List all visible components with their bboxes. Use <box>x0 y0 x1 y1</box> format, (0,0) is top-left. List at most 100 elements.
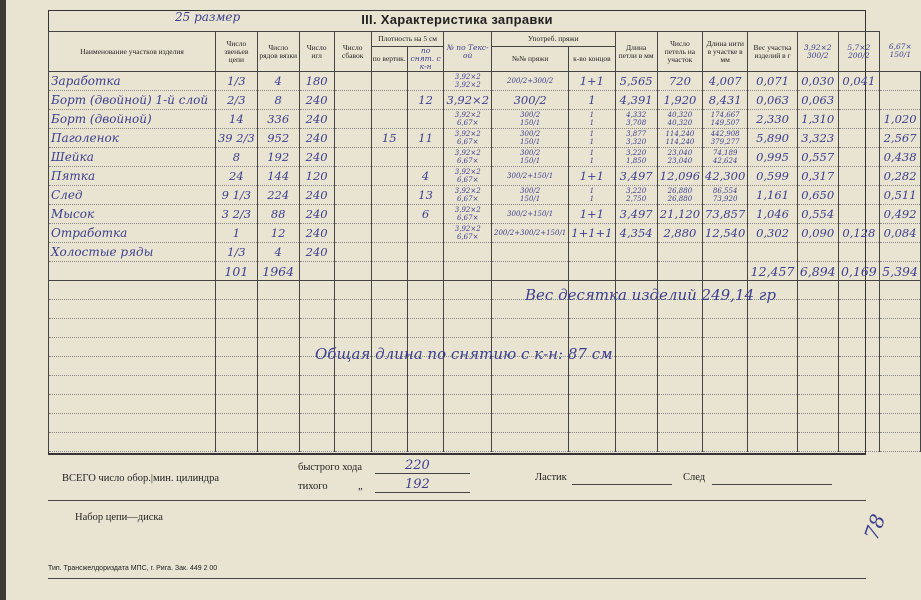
cell-line: 150/1 <box>889 50 912 60</box>
table-cell: 15 <box>370 128 408 148</box>
table-cell <box>333 375 372 395</box>
table-cell <box>837 147 881 167</box>
table-cell <box>406 337 445 357</box>
table-cell <box>48 299 216 319</box>
table-cell <box>333 204 372 224</box>
layout: Наименование участков изделия Число звен… <box>48 31 921 72</box>
table-cell <box>370 71 408 91</box>
table-cell <box>656 413 704 433</box>
table-cell: 0,511 <box>879 185 921 205</box>
cell-line: 23,040 <box>667 157 693 165</box>
table-cell: 1,020 <box>879 109 921 129</box>
table-cell: 300/2 <box>491 90 570 110</box>
table-cell <box>568 261 616 281</box>
table-cell <box>298 299 335 319</box>
table-cell: 240 <box>298 185 335 205</box>
table-cell <box>656 318 704 338</box>
table-cell <box>614 432 658 452</box>
table-cell <box>370 375 408 395</box>
cell-line: 3,92×2 <box>454 206 481 214</box>
header-cell: Число звеньев цепи <box>214 31 258 72</box>
table-cell <box>491 242 570 262</box>
table-cell <box>256 318 300 338</box>
cell-line: 26,880 <box>667 187 693 195</box>
table-cell: 0,071 <box>747 71 798 91</box>
cell-line: 6,67× <box>457 157 479 165</box>
table-cell <box>747 394 798 414</box>
table-cell: 300/2 150/1 <box>491 109 570 129</box>
table-cell <box>879 90 921 110</box>
table-cell: 0,084 <box>879 223 921 243</box>
table-cell <box>614 375 658 395</box>
table-cell: 240 <box>298 90 335 110</box>
table-cell <box>837 109 881 129</box>
table-cell: 1,920 <box>656 90 704 110</box>
table-cell <box>837 394 881 414</box>
slow-ditto: „ <box>358 481 363 492</box>
table-cell <box>491 432 570 452</box>
table-cell <box>406 109 445 129</box>
table-cell: 9 1/3 <box>214 185 258 205</box>
fast-value: 220 <box>405 458 430 473</box>
table-cell: 3,877 3,320 <box>614 128 658 148</box>
table-cell <box>406 356 445 376</box>
cell-line: 1 <box>589 157 595 165</box>
table-cell <box>702 413 749 433</box>
table-cell: 120 <box>298 166 335 186</box>
table-cell <box>443 432 493 452</box>
table-cell: 12 <box>406 90 445 110</box>
table-cell <box>370 185 408 205</box>
table-cell <box>614 337 658 357</box>
table-cell <box>214 337 258 357</box>
table-cell: 13 <box>406 185 445 205</box>
table-cell <box>370 109 408 129</box>
cell-line: 3,92×2 <box>454 130 481 138</box>
chain-label: Набор цепи—диска <box>75 512 163 523</box>
cell-line: 3,220 <box>626 187 647 195</box>
table-cell: 0,554 <box>796 204 839 224</box>
table-cell: 88 <box>256 204 300 224</box>
table-cell <box>333 242 372 262</box>
cell-line: 1 <box>589 149 595 157</box>
table-cell: 8,431 <box>702 90 749 110</box>
table-cell <box>568 318 616 338</box>
table-cell: 2,880 <box>656 223 704 243</box>
table-cell <box>298 413 335 433</box>
cell-line: 150/1 <box>520 119 541 127</box>
cell-line: 6,67× <box>457 119 479 127</box>
table-cell: 3,220 1,850 <box>614 147 658 167</box>
table-cell <box>614 356 658 376</box>
table-cell <box>702 261 749 281</box>
table-cell: 3,92×2 6,67× <box>443 166 493 186</box>
cell-line: 300/2+150/1 <box>507 172 554 180</box>
table-cell: 300/2+150/1 <box>491 204 570 224</box>
table-cell: 0,169 <box>837 261 881 281</box>
table-cell <box>370 299 408 319</box>
cell-line: 1 <box>589 130 595 138</box>
layout: Наименование участков изделия Число звен… <box>48 31 921 72</box>
table-cell <box>370 204 408 224</box>
cell-line: 3,877 <box>626 130 647 138</box>
table-cell <box>614 242 658 262</box>
layout: ВСЕГО число обор. <box>62 473 151 484</box>
table-cell <box>837 318 881 338</box>
cell-line: 6,67× <box>457 233 479 241</box>
table-cell <box>796 337 839 357</box>
table-cell <box>443 394 493 414</box>
table-cell <box>837 185 881 205</box>
table-cell: 1 <box>568 90 616 110</box>
table-cell: 4 <box>256 71 300 91</box>
table-cell: 336 <box>256 109 300 129</box>
table-cell <box>837 337 881 357</box>
table-cell <box>747 242 798 262</box>
table-cell: 0,650 <box>796 185 839 205</box>
table-cell <box>879 413 921 433</box>
cell-line: 200/2 <box>848 50 870 60</box>
table-cell: 200/2+300/2+150/1 <box>491 223 570 243</box>
table-cell: 1/3 <box>214 242 258 262</box>
table-cell: 300/2 150/1 <box>491 147 570 167</box>
table-cell: 0,438 <box>879 147 921 167</box>
table-cell: Заработка <box>48 71 216 91</box>
